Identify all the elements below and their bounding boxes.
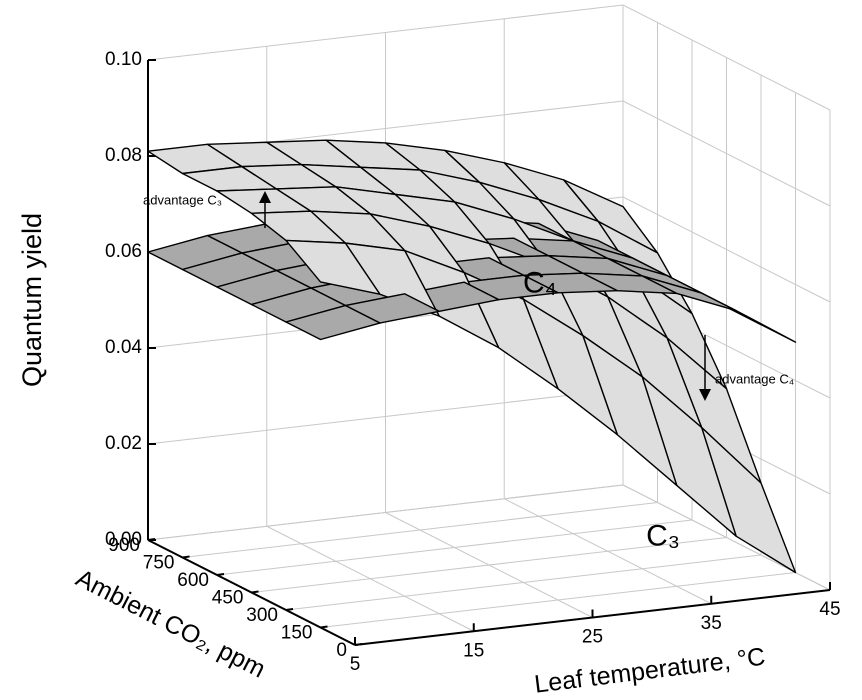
grid-line — [285, 554, 762, 611]
grid-line — [622, 196, 831, 303]
tick-mark — [216, 573, 225, 576]
x-tick-label: 25 — [582, 627, 603, 648]
grid-line — [147, 388, 624, 445]
grid-line — [622, 100, 831, 207]
grid-line — [216, 519, 693, 576]
tick-mark — [320, 625, 328, 629]
x-axis-title: Leaf temperature, °C — [533, 643, 767, 699]
annotation: advantage C₃ — [143, 192, 222, 207]
surfaces — [147, 139, 797, 574]
z-tick-label: 0.00 — [105, 529, 142, 550]
grid — [147, 4, 831, 646]
y-tick-label: 900 — [108, 535, 140, 556]
y-axis-title: Ambient CO₂, ppm — [71, 564, 269, 684]
tick-mark — [354, 643, 363, 646]
grid-line — [251, 537, 727, 593]
surface-patch — [285, 239, 381, 295]
tick-mark — [147, 538, 156, 541]
z-tick-label: 0.10 — [105, 49, 142, 70]
labels: 0.00 0.02 0.04 0.06 0.08 0.10 0 150300450600750… — [105, 49, 841, 675]
y-tick-label: 300 — [246, 605, 278, 626]
x-tick-label: 15 — [463, 640, 484, 661]
z-tick-label: 0.02 — [105, 433, 142, 454]
tick-mark — [182, 555, 190, 559]
z-tick-label: 0.08 — [105, 145, 142, 166]
tick-mark — [251, 590, 259, 594]
y-tick-label: 0 — [336, 640, 347, 661]
z-tick-label: 0.04 — [105, 337, 142, 358]
grid-line — [147, 484, 624, 541]
annotation: advantage C₄ — [715, 371, 794, 386]
grid-line — [182, 502, 658, 558]
z-tick-label: 0.06 — [105, 241, 142, 262]
y-tick-label: 600 — [177, 570, 209, 591]
y-tick-label: 150 — [281, 623, 313, 644]
series-label: C₄ — [523, 267, 557, 300]
y-tick-label: 450 — [212, 588, 244, 609]
series-label: C₃ — [646, 519, 680, 552]
tick-mark — [285, 608, 294, 611]
grid-line — [320, 572, 796, 628]
x-tick-label: 5 — [350, 654, 361, 675]
y-tick-label: 750 — [143, 553, 175, 574]
x-tick-label: 35 — [701, 613, 722, 634]
grid-line — [147, 4, 624, 61]
z-axis-title: Quantum yield — [17, 213, 47, 387]
x-tick-label: 45 — [819, 599, 840, 620]
grid-line — [622, 4, 831, 111]
surface-patch — [285, 304, 381, 341]
